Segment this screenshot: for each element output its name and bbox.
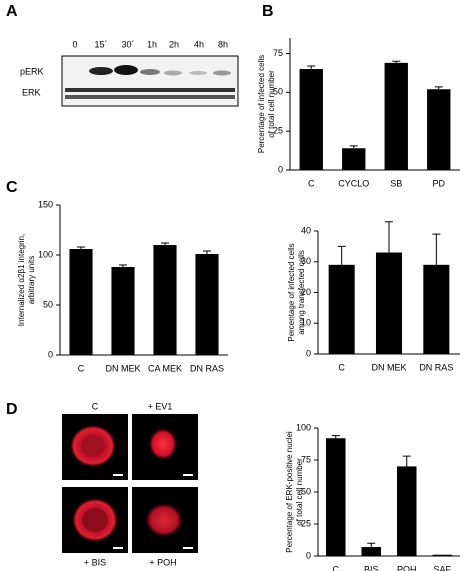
timepoint-label: 15´ [94,39,107,49]
y-tick-label: 100 [296,422,311,432]
error-bar [385,221,393,253]
error-bar [161,242,169,245]
bar [69,249,93,355]
bar [432,554,453,556]
x-tick-label: DN RAS [190,363,224,373]
timepoint-label: 0 [72,39,77,49]
y-tick-label: 25 [273,126,283,136]
y-tick-label: 20 [301,287,311,297]
x-tick-label: C [333,564,340,571]
bar [328,264,355,354]
error-bar [331,435,340,439]
bar [111,267,135,355]
y-axis-label: Internalized α2β1 integrin, [17,234,26,326]
bar [325,438,346,556]
bar [342,148,366,170]
micrograph-label: + BIS [84,557,106,567]
x-tick-label: CA MEK [148,363,182,373]
error-bar [434,86,443,90]
panel-label: D [6,401,18,418]
bar [153,245,177,355]
y-tick-label: 0 [306,348,311,358]
bar [361,547,382,556]
y-axis-label: Percentage of infected cells [287,243,296,341]
y-axis-label: Percentage of ERK-positive nuclei [285,431,294,553]
y-tick-label: 50 [273,87,283,97]
blot-row-label: pERK [20,66,44,76]
y-axis-label: among transfected cells [297,250,306,335]
error-bar [402,455,411,467]
x-tick-label: PD [432,178,445,188]
error-bar [367,542,376,548]
y-tick-label: 30 [301,256,311,266]
x-tick-label: SAF [433,564,451,571]
error-bar [349,145,358,149]
y-tick-label: 150 [38,199,53,209]
bar [396,466,417,556]
bar [299,69,323,170]
micrograph-label: + POH [149,557,176,567]
y-axis-label: of total cell number [295,458,304,526]
error-bar [307,65,316,70]
error-bar [337,245,346,265]
x-tick-label: POH [397,564,417,571]
y-axis-label: Percentage of infected cells [257,55,266,153]
y-axis-label: of total cell number [267,70,276,138]
blot-row-label: ERK [22,87,41,97]
x-tick-label: DN RAS [419,362,453,372]
x-tick-label: C [78,363,85,373]
y-tick-label: 25 [301,518,311,528]
y-tick-label: 50 [43,299,53,309]
y-tick-label: 0 [48,349,53,359]
western-blot [61,55,239,107]
x-tick-label: C [308,178,315,188]
y-tick-label: 50 [301,486,311,496]
x-tick-label: CYCLO [338,178,369,188]
error-bar [119,264,127,267]
error-bar [432,233,441,265]
bar [375,252,403,354]
x-tick-label: C [338,362,345,372]
timepoint-label: 1h [147,39,157,49]
timepoint-label: 2h [169,39,179,49]
panel-label: A [6,3,18,20]
y-tick-label: 75 [301,454,311,464]
x-tick-label: DN MEK [105,363,140,373]
y-tick-label: 10 [301,318,311,328]
y-axis-label: arbitrary units [27,256,36,304]
y-tick-label: 0 [306,550,311,560]
error-bar [77,246,85,249]
y-tick-label: 0 [278,164,283,174]
error-bar [392,60,401,63]
panel-label: B [262,3,274,20]
x-tick-label: DN MEK [371,362,406,372]
timepoint-label: 4h [194,39,204,49]
x-tick-label: BIS [364,564,379,571]
x-tick-label: SB [390,178,402,188]
micrograph-label: + EV1 [148,401,173,411]
micrographs [62,414,198,553]
timepoint-label: 30´ [121,39,134,49]
bar [427,89,451,170]
micrograph-label: C [92,401,99,411]
timepoint-label: 8h [218,39,228,49]
y-tick-label: 100 [38,249,53,259]
y-tick-label: 40 [301,225,311,235]
error-bar [203,250,211,254]
bar [195,254,219,355]
y-tick-label: 75 [273,48,283,58]
panel-label: C [6,179,18,196]
bar [384,62,408,170]
bar [423,264,450,354]
